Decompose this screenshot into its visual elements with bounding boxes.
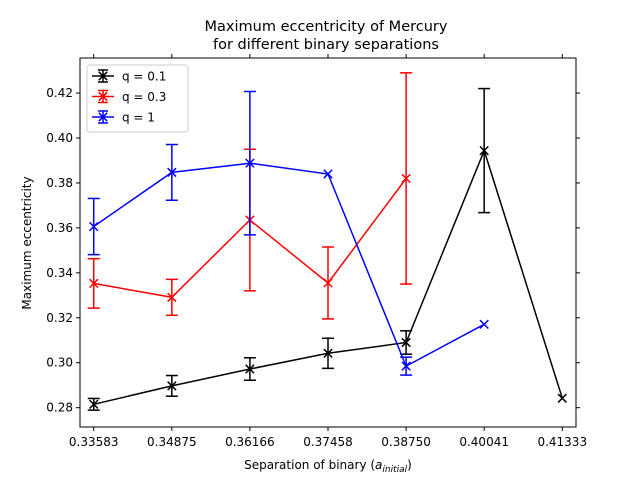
legend-entry-1: q = 0.3 <box>92 89 166 104</box>
x-tick-label: 0.34875 <box>147 435 197 449</box>
legend-swatch-marker <box>98 71 108 81</box>
chart-title-line-1: Maximum eccentricity of Mercury <box>205 19 448 35</box>
x-tick-label: 0.36166 <box>225 435 275 449</box>
data-point <box>401 361 411 371</box>
x-axis-label-close: ) <box>407 458 412 472</box>
data-point <box>167 167 177 178</box>
data-point <box>323 348 333 359</box>
legend-swatch-marker <box>98 91 108 102</box>
legend: q = 0.1 q = 0.3 q = 1 <box>86 64 189 133</box>
data-point <box>479 145 489 156</box>
x-tick-label: 0.40041 <box>459 435 509 449</box>
x-axis-label-main: Separation of binary ( <box>244 458 375 472</box>
data-point <box>167 292 177 303</box>
data-point <box>88 278 99 289</box>
data-point <box>167 381 177 391</box>
y-tick-label: 0.36 <box>46 221 73 235</box>
data-point <box>479 319 489 330</box>
legend-swatch-marker <box>98 112 108 122</box>
y-tick-label: 0.38 <box>46 176 73 190</box>
legend-label: q = 1 <box>122 111 155 125</box>
y-tick-label: 0.34 <box>46 266 73 280</box>
data-point <box>323 278 333 288</box>
axis-ticks: 0.33583 0.34875 0.36166 0.37458 0.38750 0.400… <box>46 54 587 449</box>
plot-frame <box>79 57 577 428</box>
data-point <box>401 173 411 184</box>
data-point <box>245 364 255 374</box>
data-point <box>88 221 99 232</box>
y-axis-label: Maximum eccentricity <box>20 176 34 309</box>
data-point <box>401 337 411 348</box>
y-tick-label: 0.32 <box>46 311 73 325</box>
legend-label: q = 0.1 <box>122 70 166 84</box>
x-axis-label: Separation of binary (ainitial) <box>244 458 412 475</box>
series-0 <box>87 87 568 411</box>
data-point <box>557 393 568 403</box>
legend-entry-2: q = 1 <box>92 110 155 125</box>
y-tick-label: 0.30 <box>46 356 73 370</box>
x-tick-label: 0.38750 <box>381 435 431 449</box>
legend-box <box>86 64 189 133</box>
data-point <box>245 158 255 168</box>
x-tick-label: 0.41333 <box>537 435 587 449</box>
legend-entry-0: q = 0.1 <box>92 69 166 84</box>
y-tick-label: 0.40 <box>46 131 73 145</box>
x-axis-label-var: a <box>375 458 382 472</box>
x-axis-label-sub: initial <box>382 465 407 475</box>
x-tick-label: 0.37458 <box>303 435 353 449</box>
series-2 <box>87 90 489 376</box>
data-point <box>323 169 333 179</box>
chart-title-line-2: for different binary separations <box>213 37 439 53</box>
data-point <box>88 399 99 410</box>
x-tick-label: 0.33583 <box>69 435 119 449</box>
series-line <box>93 162 485 368</box>
legend-label: q = 0.3 <box>122 90 166 104</box>
series-layer <box>87 72 568 411</box>
y-tick-label: 0.42 <box>46 86 73 100</box>
y-tick-label: 0.28 <box>46 401 73 415</box>
